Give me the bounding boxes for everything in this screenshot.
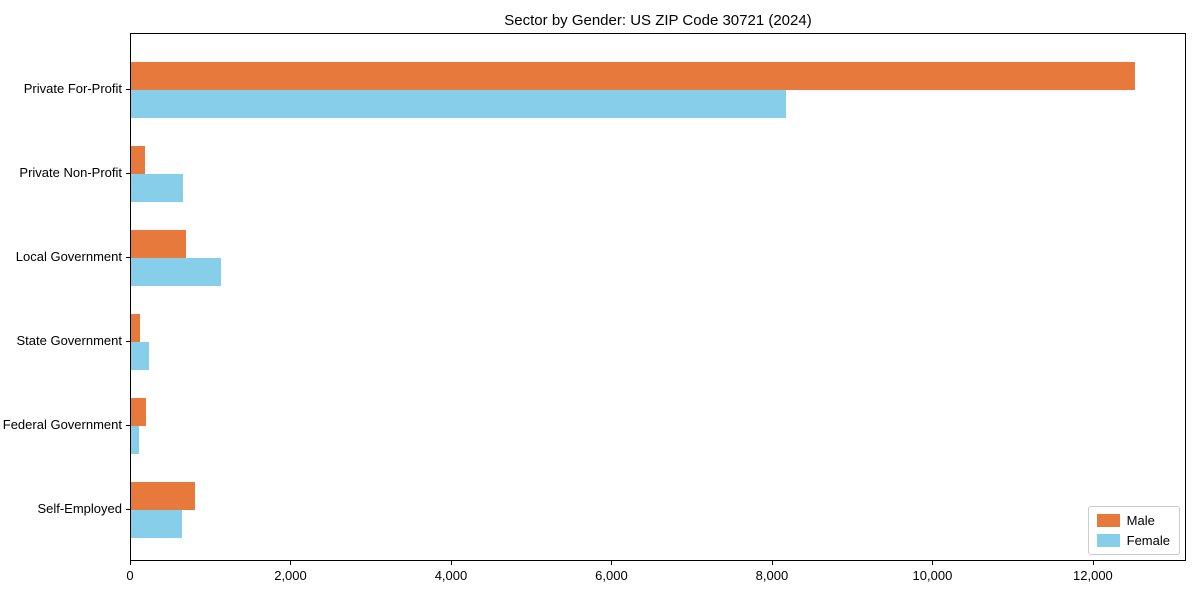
y-tick-mark — [126, 341, 130, 342]
x-tick-mark — [130, 561, 131, 565]
y-tick-mark — [126, 509, 130, 510]
y-tick-mark — [126, 89, 130, 90]
bar-female-6 — [131, 510, 182, 538]
y-tick-label: Federal Government — [2, 417, 122, 432]
y-tick-mark — [126, 173, 130, 174]
bar-female-1 — [131, 90, 787, 118]
legend-label-male: Male — [1126, 513, 1155, 528]
x-tick-mark — [450, 561, 452, 565]
y-tick-label: Local Government — [15, 249, 122, 264]
legend-label-female: Female — [1126, 533, 1170, 548]
bar-female-5 — [131, 426, 139, 454]
x-tick-mark — [932, 561, 934, 565]
bar-female-2 — [131, 174, 184, 202]
y-tick-label: Private Non-Profit — [19, 165, 122, 180]
bar-male-1 — [131, 62, 1135, 90]
bar-male-4 — [131, 314, 141, 342]
x-tick-label: 10,000 — [912, 568, 953, 583]
chart-title: Sector by Gender: US ZIP Code 30721 (202… — [504, 12, 812, 29]
legend-row-male: Male — [1096, 513, 1170, 528]
x-tick-label: 12,000 — [1073, 568, 1113, 583]
bar-female-3 — [131, 258, 221, 286]
bar-male-3 — [131, 230, 186, 258]
x-tick-label: 6,000 — [595, 568, 628, 583]
y-tick-label: Self-Employed — [37, 501, 122, 516]
bar-male-5 — [131, 398, 146, 426]
y-tick-mark — [126, 257, 130, 258]
legend-row-female: Female — [1096, 533, 1170, 548]
x-tick-mark — [771, 561, 773, 565]
x-tick-mark — [1092, 561, 1094, 565]
x-tick-label: 2,000 — [274, 568, 307, 583]
x-tick-label: 0 — [126, 568, 134, 583]
x-tick-mark — [290, 561, 292, 565]
legend: Male Female — [1087, 506, 1180, 555]
male-swatch — [1096, 514, 1120, 527]
female-swatch — [1096, 534, 1120, 547]
x-tick-mark — [611, 561, 613, 565]
plot-area: Male Female — [130, 33, 1186, 561]
bar-male-2 — [131, 146, 146, 174]
x-tick-label: 8,000 — [755, 568, 789, 583]
y-tick-label: State Government — [16, 333, 123, 348]
bar-male-6 — [131, 482, 196, 510]
x-tick-label: 4,000 — [434, 568, 468, 583]
y-tick-mark — [126, 425, 130, 426]
bar-female-4 — [131, 342, 149, 370]
y-tick-label: Private For-Profit — [23, 81, 122, 96]
